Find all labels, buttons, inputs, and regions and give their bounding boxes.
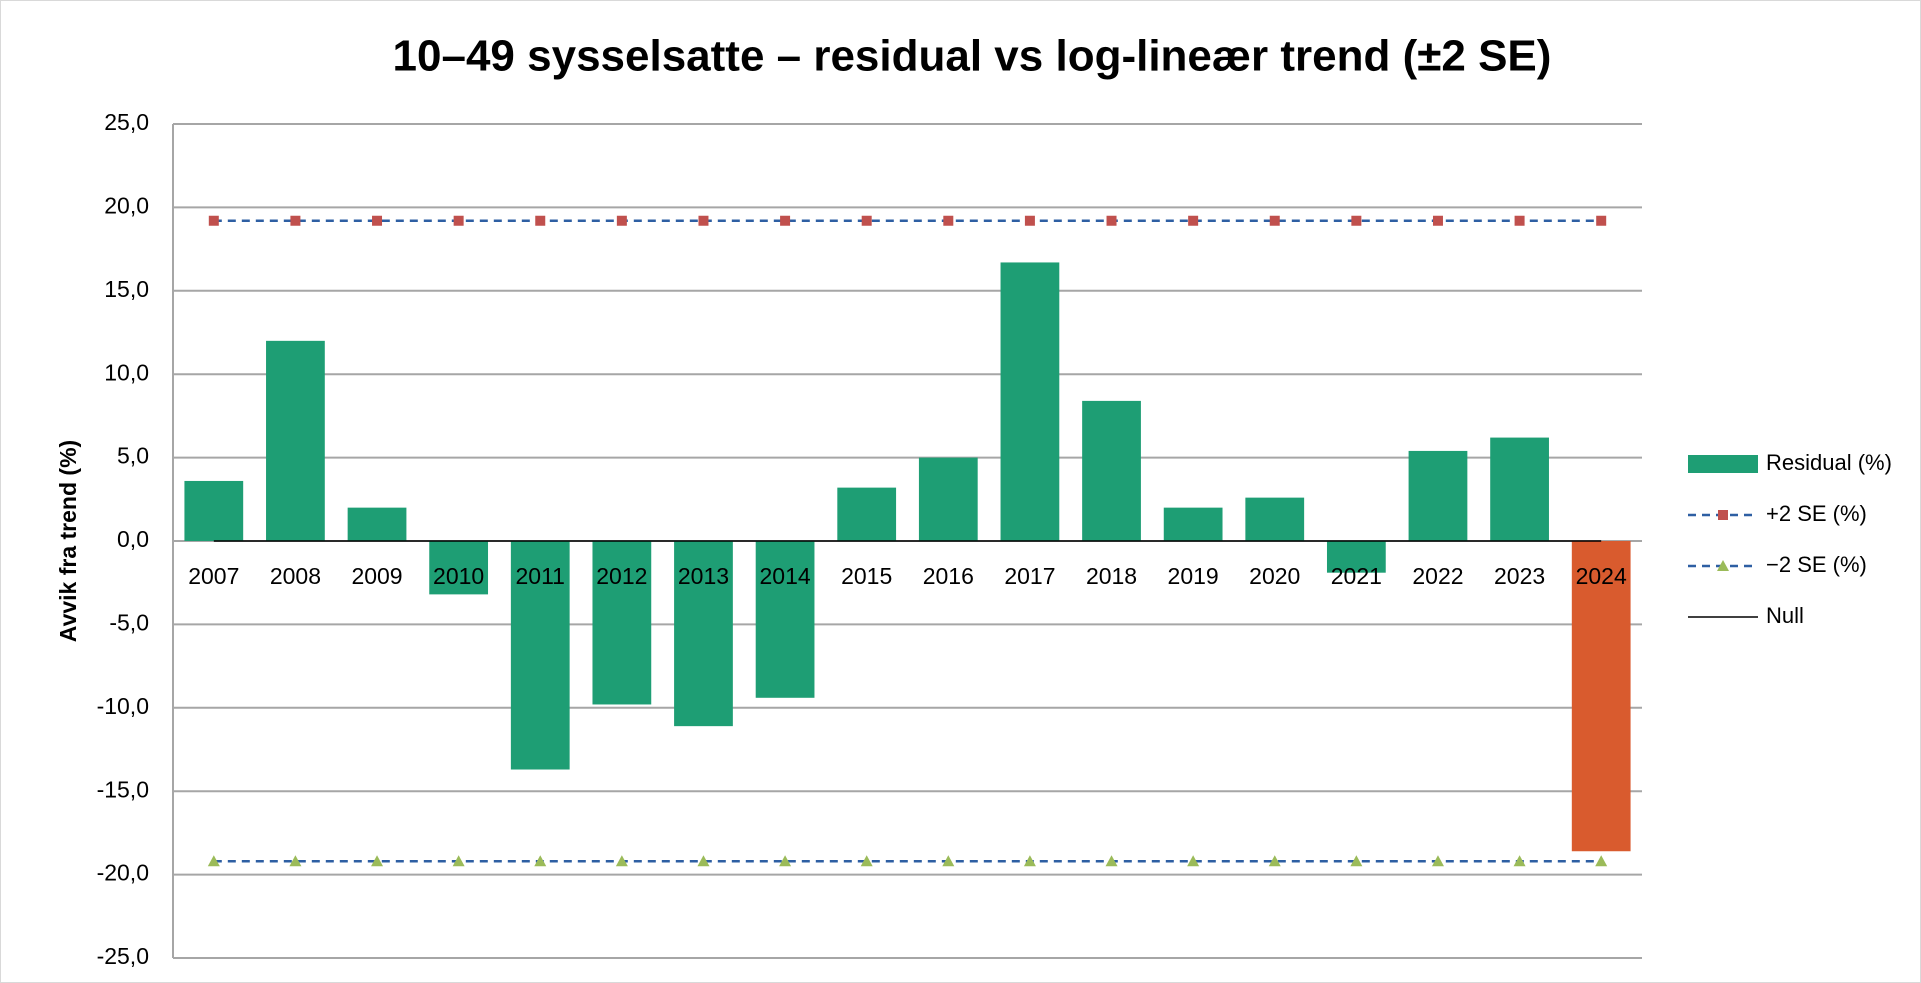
bar: [1163, 507, 1223, 541]
marker: [453, 215, 464, 226]
bar: [1490, 437, 1549, 541]
y-tick-label: 25,0: [104, 109, 149, 135]
x-tick-label: 2024: [1576, 563, 1627, 589]
marker: [534, 855, 547, 867]
marker: [1106, 215, 1117, 226]
x-tick-label: 2009: [351, 563, 402, 589]
marker: [452, 855, 465, 867]
bar: [510, 541, 570, 770]
marker: [208, 215, 219, 226]
y-tick-label: -15,0: [97, 776, 149, 802]
x-tick-label: 2019: [1168, 563, 1219, 589]
x-tick-label: 2023: [1494, 563, 1545, 589]
y-tick-label: 15,0: [104, 276, 149, 302]
marker: [290, 215, 301, 226]
marker: [860, 855, 873, 867]
legend-label: Residual (%): [1766, 450, 1892, 475]
x-tick-label: 2011: [516, 563, 565, 589]
y-tick-label: 0,0: [117, 526, 149, 552]
x-tick-label: 2018: [1086, 563, 1137, 589]
marker: [697, 855, 710, 867]
legend-label: Null: [1766, 603, 1804, 628]
x-tick-label: 2014: [759, 563, 810, 589]
y-tick-label: -5,0: [109, 609, 149, 635]
marker: [779, 855, 792, 867]
y-axis-label: Avvik fra trend (%): [55, 440, 81, 642]
marker: [1188, 215, 1199, 226]
marker: [371, 855, 384, 867]
x-tick-label: 2010: [433, 563, 484, 589]
bar: [918, 457, 978, 541]
marker: [1351, 215, 1362, 226]
y-tick-label: -20,0: [97, 860, 149, 886]
marker: [1269, 215, 1280, 226]
marker: [1596, 215, 1607, 226]
bar: [755, 541, 815, 698]
x-tick-label: 2020: [1249, 563, 1300, 589]
marker: [1105, 855, 1118, 867]
marker: [1350, 855, 1363, 867]
marker: [1024, 215, 1035, 226]
marker: [1431, 855, 1444, 867]
bar: [347, 507, 407, 541]
marker: [615, 855, 628, 867]
bar: [184, 480, 244, 541]
y-tick-label: -25,0: [97, 943, 149, 969]
bar: [1571, 541, 1631, 852]
bar: [674, 541, 733, 727]
bar: [1408, 450, 1468, 541]
y-tick-label: -10,0: [97, 693, 149, 719]
bar: [429, 541, 489, 595]
marker: [780, 215, 791, 226]
marker: [943, 215, 954, 226]
x-tick-label: 2013: [678, 563, 729, 589]
marker: [698, 215, 709, 226]
marker: [1187, 855, 1200, 867]
marker: [207, 855, 220, 867]
legend-marker: [1717, 560, 1729, 571]
y-tick-label: 5,0: [117, 443, 149, 469]
marker: [616, 215, 627, 226]
x-tick-label: 2012: [596, 563, 647, 589]
marker: [1432, 215, 1443, 226]
legend-label: −2 SE (%): [1766, 552, 1867, 577]
marker: [535, 215, 546, 226]
bar: [1245, 497, 1305, 541]
bar: [837, 487, 897, 541]
x-tick-label: 2008: [270, 563, 321, 589]
legend-marker: [1718, 510, 1728, 520]
marker: [289, 855, 302, 867]
y-tick-label: 20,0: [104, 192, 149, 218]
legend-swatch: [1688, 455, 1758, 473]
bar: [1000, 262, 1060, 541]
x-tick-label: 2016: [923, 563, 974, 589]
marker: [942, 855, 955, 867]
marker: [1023, 855, 1036, 867]
y-tick-label: 10,0: [104, 359, 149, 385]
marker: [1268, 855, 1281, 867]
legend-label: +2 SE (%): [1766, 501, 1867, 526]
bar: [266, 340, 325, 541]
x-tick-label: 2007: [188, 563, 239, 589]
bar: [1082, 400, 1141, 541]
marker: [1595, 855, 1608, 867]
marker: [1513, 855, 1526, 867]
bar: [592, 541, 652, 705]
x-tick-label: 2015: [841, 563, 892, 589]
bar: [1326, 541, 1386, 573]
x-tick-label: 2017: [1004, 563, 1055, 589]
x-tick-label: 2022: [1412, 563, 1463, 589]
marker: [1514, 215, 1525, 226]
marker: [372, 215, 383, 226]
chart-title: 10–49 sysselsatte – residual vs log-line…: [393, 32, 1552, 81]
x-tick-label: 2021: [1331, 563, 1382, 589]
marker: [861, 215, 872, 226]
